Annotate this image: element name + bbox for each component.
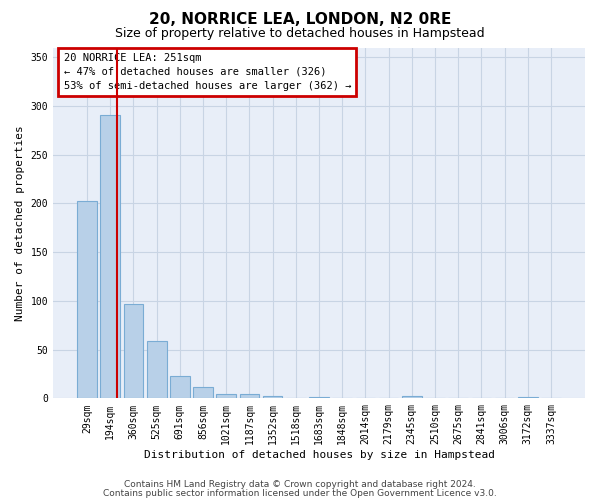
Bar bbox=[309, 396, 329, 398]
Bar bbox=[147, 341, 167, 398]
Text: Size of property relative to detached houses in Hampstead: Size of property relative to detached ho… bbox=[115, 28, 485, 40]
Y-axis label: Number of detached properties: Number of detached properties bbox=[15, 125, 25, 321]
Bar bbox=[193, 387, 213, 398]
X-axis label: Distribution of detached houses by size in Hampstead: Distribution of detached houses by size … bbox=[143, 450, 494, 460]
Bar bbox=[263, 396, 283, 398]
Bar bbox=[170, 376, 190, 398]
Text: Contains public sector information licensed under the Open Government Licence v3: Contains public sector information licen… bbox=[103, 489, 497, 498]
Text: 20, NORRICE LEA, LONDON, N2 0RE: 20, NORRICE LEA, LONDON, N2 0RE bbox=[149, 12, 451, 28]
Text: 20 NORRICE LEA: 251sqm
← 47% of detached houses are smaller (326)
53% of semi-de: 20 NORRICE LEA: 251sqm ← 47% of detached… bbox=[64, 53, 351, 91]
Bar bbox=[402, 396, 422, 398]
Bar bbox=[100, 115, 120, 399]
Bar bbox=[77, 200, 97, 398]
Bar bbox=[518, 396, 538, 398]
Text: Contains HM Land Registry data © Crown copyright and database right 2024.: Contains HM Land Registry data © Crown c… bbox=[124, 480, 476, 489]
Bar bbox=[124, 304, 143, 398]
Bar bbox=[217, 394, 236, 398]
Bar bbox=[239, 394, 259, 398]
